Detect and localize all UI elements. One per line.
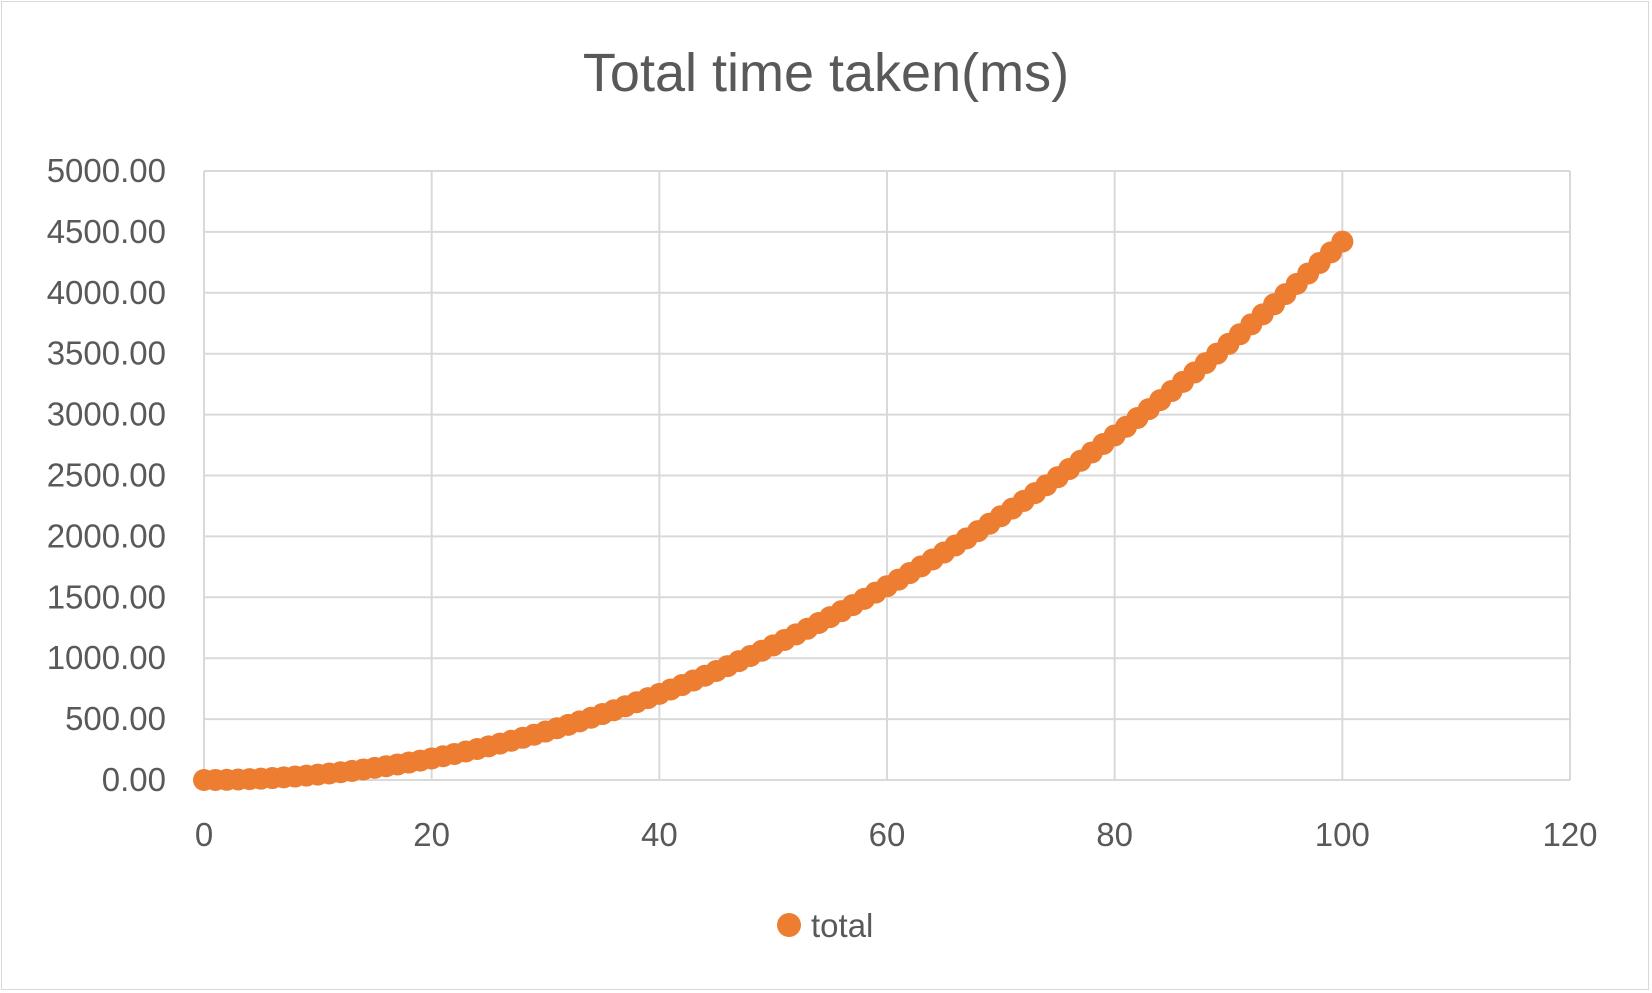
y-axis-ticks: 0.00 500.00 1000.00 1500.00 2000.00 2500.00 30… xyxy=(47,152,166,798)
x-tick-label: 0 xyxy=(195,816,213,853)
y-tick-label: 2000.00 xyxy=(47,517,166,554)
series-total-points xyxy=(193,230,1354,791)
y-tick-label: 0.00 xyxy=(102,761,166,798)
gridlines xyxy=(203,170,1571,781)
x-axis-ticks: 0 20 40 60 80 100 120 xyxy=(195,816,1598,853)
y-tick-label: 4500.00 xyxy=(47,213,166,250)
data-point xyxy=(1331,230,1354,253)
legend-marker-total xyxy=(777,913,801,937)
y-tick-label: 4000.00 xyxy=(47,274,166,311)
legend: total xyxy=(777,907,873,944)
legend-label-total: total xyxy=(811,907,873,944)
x-tick-label: 20 xyxy=(413,816,450,853)
y-tick-label: 1000.00 xyxy=(47,639,166,676)
y-tick-label: 3000.00 xyxy=(47,396,166,433)
y-tick-label: 3500.00 xyxy=(47,335,166,372)
x-tick-label: 120 xyxy=(1542,816,1597,853)
x-tick-label: 60 xyxy=(869,816,906,853)
x-tick-label: 40 xyxy=(641,816,678,853)
y-tick-label: 500.00 xyxy=(65,700,166,737)
x-tick-label: 100 xyxy=(1315,816,1370,853)
y-tick-label: 1500.00 xyxy=(47,578,166,615)
y-tick-label: 5000.00 xyxy=(47,152,166,189)
chart-title: Total time taken(ms) xyxy=(582,43,1070,103)
x-tick-label: 80 xyxy=(1096,816,1133,853)
y-tick-label: 2500.00 xyxy=(47,457,166,494)
